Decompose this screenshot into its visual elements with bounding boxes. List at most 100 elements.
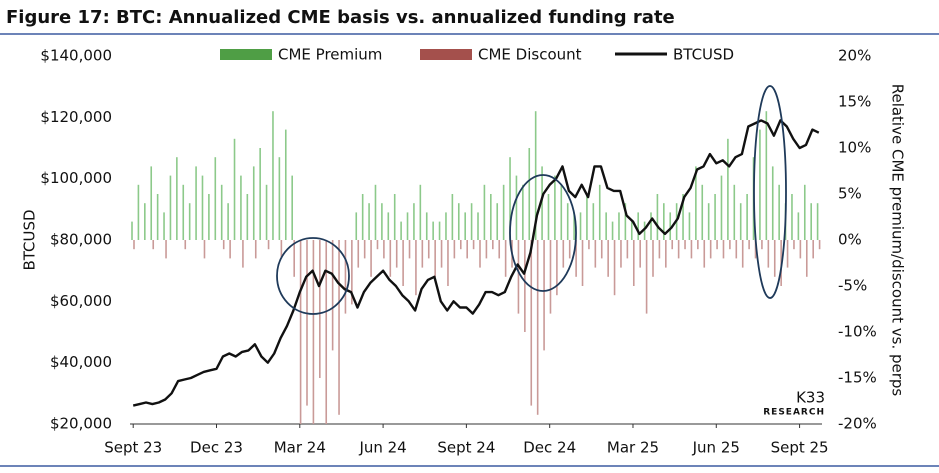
bar (408, 240, 411, 259)
bar (227, 203, 229, 240)
bar (568, 240, 571, 259)
bar (406, 212, 409, 240)
bar (479, 240, 481, 268)
y-tick-label: $60,000 (50, 292, 112, 310)
bar (727, 138, 729, 240)
bar (560, 184, 563, 240)
bar (703, 240, 706, 268)
bar (201, 175, 204, 240)
bar (735, 240, 738, 259)
bar (541, 166, 543, 240)
bar (169, 175, 172, 240)
bar (579, 212, 582, 240)
bar (361, 194, 364, 240)
bar (425, 212, 428, 240)
bar (658, 240, 661, 259)
bar (773, 240, 776, 277)
bar (547, 194, 550, 240)
bar (485, 240, 488, 259)
legend-swatch (220, 49, 272, 60)
bar (355, 212, 358, 240)
bar (707, 203, 710, 240)
x-tick-label: Dec 23 (190, 439, 243, 457)
bar (652, 240, 654, 277)
bar (338, 240, 340, 415)
bar (566, 203, 569, 240)
bar (741, 240, 744, 268)
bar (778, 184, 780, 240)
bar (389, 240, 392, 277)
bar (522, 184, 524, 240)
bar (733, 184, 736, 240)
bar (528, 148, 531, 240)
bar (421, 240, 424, 268)
bar (451, 194, 454, 240)
bar (165, 240, 167, 259)
bar (543, 240, 545, 351)
bar (818, 240, 821, 250)
bar (618, 212, 620, 240)
bar (729, 240, 731, 250)
bar (291, 175, 293, 240)
bar (284, 129, 287, 240)
bar (810, 203, 812, 240)
bar (459, 240, 462, 250)
highlight-ellipse (276, 237, 350, 315)
y2-tick-label: -15% (838, 369, 877, 387)
bar (374, 184, 377, 240)
y-tick-label: $100,000 (40, 169, 112, 187)
bar (383, 240, 385, 259)
bar (771, 166, 774, 240)
bar (393, 194, 396, 240)
y2-axis-title: Relative CME premium/discount vs. perps (889, 84, 907, 397)
bar (799, 240, 802, 259)
bar (581, 240, 584, 286)
bar (470, 203, 473, 240)
y-tick-label: $80,000 (50, 231, 112, 249)
bar (254, 240, 257, 259)
bar (265, 184, 268, 240)
x-tick-label: Jun 24 (358, 439, 406, 457)
bar (413, 203, 415, 240)
bar (573, 212, 575, 240)
y2-tick-label: 15% (838, 93, 871, 111)
y2-tick-label: 0% (838, 231, 862, 249)
x-tick-label: Dec 24 (523, 439, 576, 457)
bar (331, 240, 334, 351)
bar (524, 240, 526, 332)
bar (714, 194, 716, 240)
bar (586, 194, 588, 240)
bar (496, 203, 499, 240)
bar (598, 184, 601, 240)
bar (720, 175, 723, 240)
x-tick-label: Sept 25 (771, 439, 829, 457)
bar (509, 157, 511, 240)
bar (280, 240, 283, 259)
bar (549, 240, 552, 314)
bar (690, 240, 693, 259)
bar (592, 203, 595, 240)
y2-tick-label: -10% (838, 323, 877, 341)
bar (368, 203, 370, 240)
bar (643, 221, 646, 240)
highlight-ellipse (509, 174, 577, 292)
legend-label: BTCUSD (673, 46, 734, 64)
bar (816, 203, 819, 240)
bar (176, 157, 178, 240)
bar (562, 240, 565, 268)
y-axis-title: BTCUSD (21, 209, 39, 270)
bar (246, 194, 249, 240)
bar (639, 240, 641, 268)
bar (746, 194, 748, 240)
bar (419, 184, 422, 240)
logo-sub: RESEARCH (763, 408, 825, 418)
y2-tick-label: 10% (838, 139, 871, 157)
bar (472, 240, 475, 250)
bar (748, 240, 750, 250)
bar (626, 240, 629, 259)
y2-tick-label: -5% (838, 277, 867, 295)
bar (530, 240, 533, 406)
bar (624, 203, 627, 240)
bar (325, 240, 328, 424)
bar (184, 240, 187, 250)
